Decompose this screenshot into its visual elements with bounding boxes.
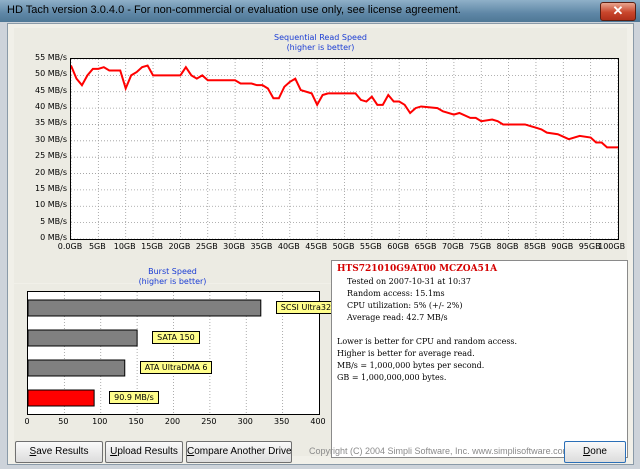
seq-read-plot xyxy=(70,58,619,240)
burst-bar xyxy=(28,389,95,407)
random-access: Random access: 15.1ms xyxy=(347,289,445,298)
done-button[interactable]: Done xyxy=(564,441,626,463)
seq-x-tick: 0.0GB xyxy=(57,242,83,251)
note-higher-better: Higher is better for average read. xyxy=(337,349,475,358)
seq-x-tick: 70GB xyxy=(441,242,464,251)
copyright-text: Copyright (C) 2004 Simpli Software, Inc.… xyxy=(309,446,571,456)
seq-x-tick: 15GB xyxy=(141,242,163,251)
seq-x-tick: 45GB xyxy=(305,242,328,251)
done-accesskey: D xyxy=(583,446,591,457)
seq-x-tick: 35GB xyxy=(250,242,273,251)
compare-accesskey: C xyxy=(187,446,195,457)
burst-x-tick: 0 xyxy=(24,417,30,426)
save-label: ave Results xyxy=(36,446,89,457)
burst-x-tick: 250 xyxy=(201,417,217,426)
close-button[interactable]: ✕ xyxy=(600,2,636,21)
burst-x-tick: 400 xyxy=(310,417,326,426)
seq-x-tick: 50GB xyxy=(332,242,355,251)
seq-y-tick: 0 MB/s xyxy=(40,233,67,242)
client-area: Sequential Read Speed (higher is better)… xyxy=(7,23,634,465)
note-lower-better: Lower is better for CPU and random acces… xyxy=(337,337,518,346)
seq-chart-subtitle: (higher is better) xyxy=(286,43,355,52)
burst-bar-label: 90.9 MB/s xyxy=(109,391,159,404)
cpu-utilization: CPU utilization: 5% (+/- 2%) xyxy=(347,301,463,310)
window-title: HD Tach version 3.0.4.0 - For non-commer… xyxy=(7,4,461,16)
seq-x-tick: 65GB xyxy=(414,242,437,251)
burst-bar-label: SATA 150 xyxy=(152,331,200,344)
seq-chart-title: Sequential Read Speed xyxy=(274,33,367,42)
burst-x-tick: 350 xyxy=(273,417,290,426)
seq-x-tick: 85GB xyxy=(524,242,546,251)
average-read: Average read: 42.7 MB/s xyxy=(347,313,448,322)
burst-chart-title: Burst Speed xyxy=(148,267,197,276)
burst-bar xyxy=(28,329,138,347)
burst-x-tick: 50 xyxy=(58,417,69,426)
burst-bar xyxy=(28,359,126,377)
compare-label: ompare Another Drive xyxy=(194,446,292,457)
seq-x-tick: 30GB xyxy=(223,242,246,251)
done-label: one xyxy=(590,446,607,457)
seq-x-tick: 20GB xyxy=(168,242,191,251)
seq-y-tick: 35 MB/s xyxy=(35,118,67,128)
seq-y-tick: 50 MB/s xyxy=(35,69,67,79)
seq-y-tick: 55 MB/s xyxy=(35,53,67,62)
upload-results-button[interactable]: Upload Results xyxy=(105,441,183,463)
burst-bar xyxy=(28,299,262,317)
seq-y-tick: 30 MB/s xyxy=(35,134,67,144)
burst-plot xyxy=(27,291,320,415)
seq-y-tick: 45 MB/s xyxy=(35,85,67,95)
seq-y-tick: 10 MB/s xyxy=(35,200,67,210)
tested-date: Tested on 2007-10-31 at 10:37 xyxy=(347,277,471,286)
burst-x-tick: 100 xyxy=(92,417,108,426)
seq-x-tick: 100GB xyxy=(598,242,626,251)
seq-y-tick: 25 MB/s xyxy=(35,151,67,161)
results-panel: HTS721010G9AT00 MCZOA51A Tested on 2007-… xyxy=(331,260,628,458)
seq-read-line xyxy=(71,64,618,149)
burst-x-tick: 200 xyxy=(164,417,181,426)
seq-x-tick: 60GB xyxy=(387,242,410,251)
seq-x-tick: 25GB xyxy=(195,242,218,251)
note-gb-definition: GB = 1,000,000,000 bytes. xyxy=(337,373,447,382)
drive-model: HTS721010G9AT00 MCZOA51A xyxy=(337,264,498,274)
burst-chart-subtitle: (higher is better) xyxy=(138,277,207,286)
save-accesskey: S xyxy=(29,446,37,457)
burst-bar-label: ATA UltraDMA 6 xyxy=(139,361,213,374)
save-results-button[interactable]: Save Results xyxy=(15,441,103,463)
seq-x-tick: 55GB xyxy=(359,242,382,251)
upload-label: pload Results xyxy=(117,446,178,457)
title-bar[interactable]: HD Tach version 3.0.4.0 - For non-commer… xyxy=(0,0,640,22)
seq-y-tick: 5 MB/s xyxy=(40,216,67,226)
seq-x-tick: 40GB xyxy=(277,242,300,251)
seq-x-tick: 5GB xyxy=(88,242,106,251)
seq-x-tick: 90GB xyxy=(551,242,574,251)
burst-x-tick: 300 xyxy=(237,417,253,426)
seq-x-tick: 10GB xyxy=(113,242,136,251)
upload-accesskey: U xyxy=(110,446,118,457)
close-icon: ✕ xyxy=(612,3,624,18)
seq-y-tick: 20 MB/s xyxy=(35,167,67,177)
seq-x-tick: 95GB xyxy=(578,242,601,251)
burst-x-tick: 150 xyxy=(128,417,144,426)
seq-y-tick: 15 MB/s xyxy=(35,183,67,193)
seq-x-tick: 75GB xyxy=(469,242,492,251)
compare-drive-button[interactable]: Compare Another Drive xyxy=(186,441,292,463)
note-mbs-definition: MB/s = 1,000,000 bytes per second. xyxy=(337,361,485,370)
seq-x-tick: 80GB xyxy=(496,242,519,251)
seq-y-tick: 40 MB/s xyxy=(35,102,67,112)
